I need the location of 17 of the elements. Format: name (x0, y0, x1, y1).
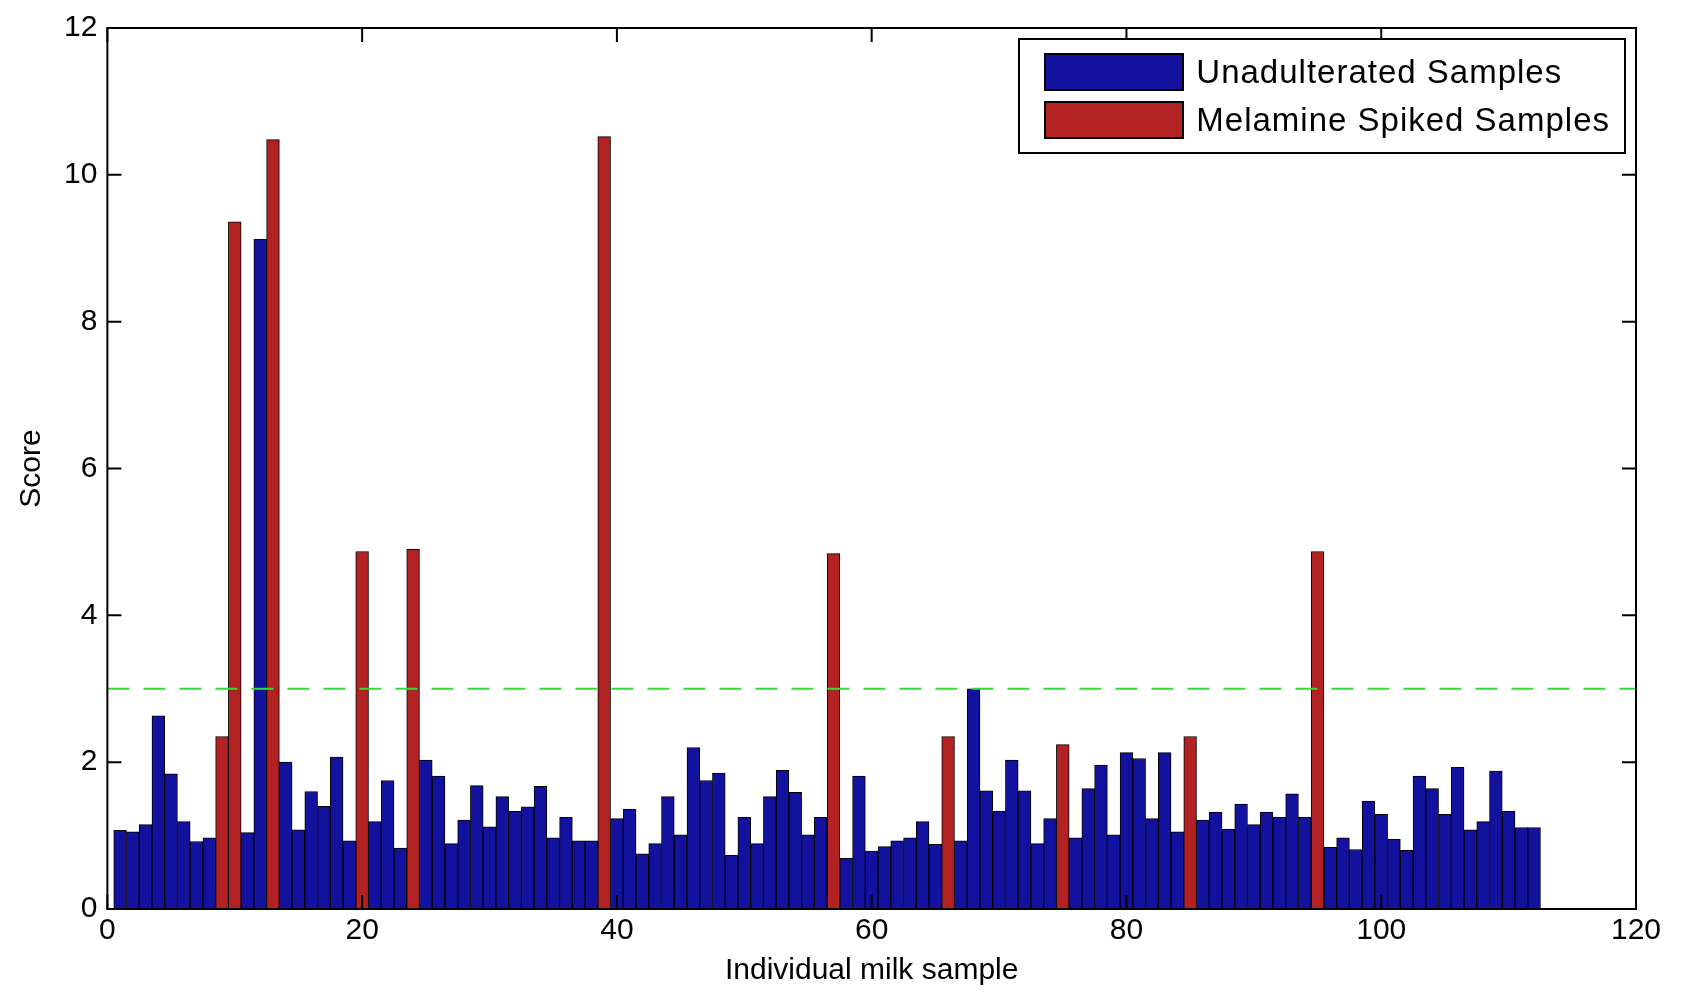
y-tick-label: 10 (63, 156, 98, 190)
y-axis-title: Score (13, 429, 47, 508)
y-tick-label: 4 (80, 596, 98, 630)
x-tick-label: 20 (345, 912, 379, 946)
legend-label: Unadulterated Samples (1196, 53, 1563, 91)
x-axis-title: Individual milk sample (724, 952, 1019, 986)
y-tick-label: 6 (80, 449, 98, 483)
x-tick-label: 60 (855, 912, 889, 946)
y-tick-label: 12 (63, 9, 98, 43)
y-tick-label: 8 (80, 302, 98, 336)
x-tick-label: 40 (600, 912, 634, 946)
x-tick-label: 80 (1109, 912, 1144, 946)
x-tick-label: 100 (1356, 912, 1407, 946)
y-tick-label: 0 (80, 890, 98, 924)
y-tick-label: 2 (80, 743, 98, 777)
legend-label: Melamine Spiked Samples (1196, 101, 1610, 139)
x-tick-label: 120 (1610, 912, 1662, 946)
